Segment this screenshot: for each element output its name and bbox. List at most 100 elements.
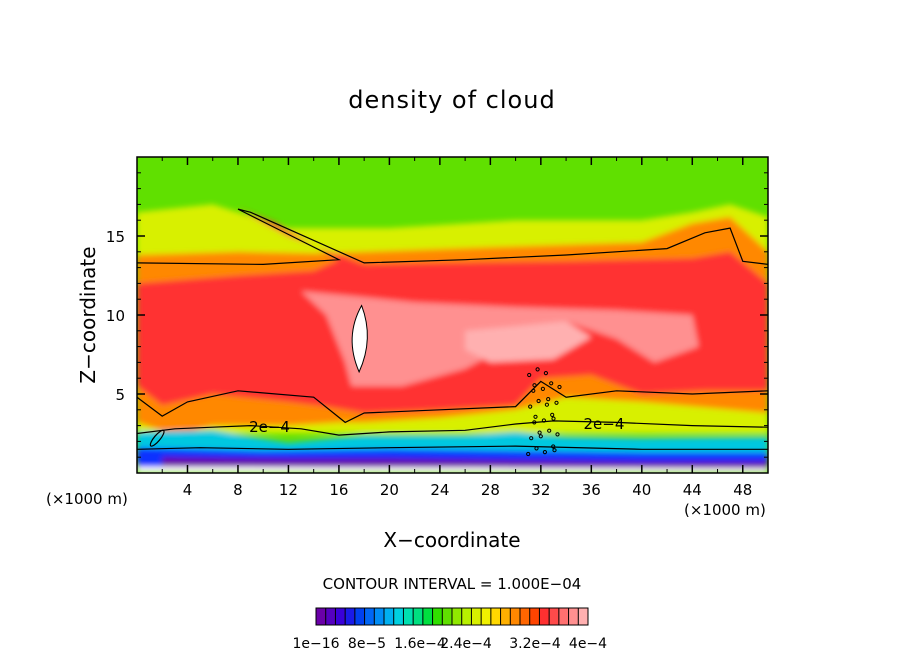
contour-blob	[538, 434, 543, 439]
contour-line-mid	[137, 380, 768, 424]
contour-blob	[546, 397, 551, 402]
colorbar-swatch	[393, 608, 404, 625]
chart-title: density of cloud	[348, 86, 556, 114]
contour-blob	[557, 384, 562, 390]
contour-lines	[137, 208, 768, 457]
contour-line-2e-4	[137, 420, 768, 436]
colorbar-swatch	[325, 608, 336, 625]
colorbar-label: 1e−16	[292, 636, 339, 652]
x-tick-label: 8	[233, 481, 243, 499]
contour-blob	[542, 450, 548, 455]
colorbar-swatch	[510, 608, 521, 625]
x-ticks: 4 8 12 16 20 24 28 32 36 40 44 48	[161, 157, 752, 499]
contour-blob	[537, 430, 542, 435]
density-field	[137, 157, 768, 473]
contour-blob	[547, 428, 552, 433]
contour-blob	[532, 383, 537, 388]
contour-blob	[552, 448, 557, 453]
contour-blob	[535, 367, 540, 372]
y-tick-label: 15	[106, 228, 125, 246]
colorbar-label: 1.6e−4	[394, 636, 446, 652]
y-tick-label: 5	[115, 386, 125, 404]
contour-blob	[550, 412, 555, 417]
colorbar-swatch	[558, 608, 569, 625]
colorbar-swatch	[345, 608, 356, 625]
contour-blob	[554, 400, 559, 405]
colorbar-swatch	[354, 608, 365, 625]
colorbar-swatch	[335, 608, 346, 625]
contour-blob	[551, 444, 556, 449]
colorbar-swatch	[481, 608, 492, 625]
colorbar-swatch	[471, 608, 482, 625]
x-tick-label: 48	[733, 481, 752, 499]
contour-blob	[541, 418, 547, 423]
contour-labels: 2e−4 2e−4	[249, 415, 624, 436]
colorbar-swatch	[568, 608, 579, 625]
contour-blob	[532, 420, 537, 425]
contour-blob	[543, 371, 549, 376]
contour-blob	[526, 451, 531, 457]
colorbar-swatch	[374, 608, 385, 625]
contour-label: 2e−4	[583, 415, 624, 433]
colorbar-swatch	[364, 608, 375, 625]
contour-blob	[540, 386, 546, 391]
colorbar-label: 8e−5	[348, 636, 386, 652]
colorbar-swatch	[549, 608, 560, 625]
x-axis-unit-left: (×1000 m)	[46, 490, 128, 508]
colorbar-swatch	[452, 608, 463, 625]
contour-line-upper	[137, 208, 768, 266]
contour-blob	[549, 381, 554, 386]
x-tick-label: 12	[279, 481, 298, 499]
x-axis-unit-right: (×1000 m)	[684, 501, 766, 519]
colorbar-swatch	[403, 608, 414, 625]
x-tick-label: 28	[481, 481, 500, 499]
x-tick-label: 40	[632, 481, 651, 499]
contour-blob	[531, 388, 536, 393]
field-band-peak	[465, 321, 592, 363]
y-ticks: 5 10 15	[106, 172, 768, 458]
field-band-white	[137, 466, 768, 473]
y-tick-label: 10	[106, 307, 125, 325]
contour-blob	[555, 432, 560, 437]
colorbar-swatch	[413, 608, 424, 625]
contour-blob	[534, 446, 539, 451]
contour-blob	[529, 436, 534, 441]
colorbar-swatch	[422, 608, 433, 625]
x-tick-label: 4	[183, 481, 193, 499]
colorbar-labels: 1e−16 8e−5 1.6e−42.4e−4 3.2e−4 4e−4	[292, 636, 607, 652]
colorbar-swatch	[520, 608, 531, 625]
field-hole	[351, 304, 368, 374]
contour-lens	[149, 429, 165, 447]
x-tick-label: 44	[683, 481, 702, 499]
x-tick-label: 32	[531, 481, 550, 499]
contour-label: 2e−4	[249, 418, 290, 436]
x-tick-label: 36	[582, 481, 601, 499]
x-axis-label: X−coordinate	[383, 528, 521, 552]
colorbar-swatch	[539, 608, 550, 625]
contour-blob	[527, 372, 532, 378]
contour-blob	[551, 416, 556, 421]
contour-interval-label: CONTOUR INTERVAL = 1.000E−04	[322, 575, 582, 593]
colorbar-swatch	[316, 608, 327, 625]
contour-blob	[528, 404, 533, 409]
x-tick-label: 16	[329, 481, 348, 499]
contour-blob	[544, 402, 550, 407]
colorbar-swatch	[461, 608, 472, 625]
colorbar-frame	[315, 607, 589, 626]
colorbar-label: 4e−4	[569, 636, 607, 652]
x-tick-label: 20	[380, 481, 399, 499]
colorbar-label: 2.4e−4	[440, 636, 492, 652]
x-tick-label: 24	[430, 481, 449, 499]
colorbar-swatch	[529, 608, 540, 625]
colorbar-swatch	[578, 608, 589, 625]
colorbar-swatch	[490, 608, 501, 625]
contour-blob	[533, 414, 538, 419]
colorbar-swatch	[500, 608, 511, 625]
colorbar-swatch	[432, 608, 443, 625]
colorbar-swatch	[442, 608, 453, 625]
contour-line-low	[137, 445, 768, 450]
colorbar-label: 3.2e−4	[509, 636, 561, 652]
colorbar-swatch	[384, 608, 395, 625]
contour-blob	[536, 398, 541, 404]
